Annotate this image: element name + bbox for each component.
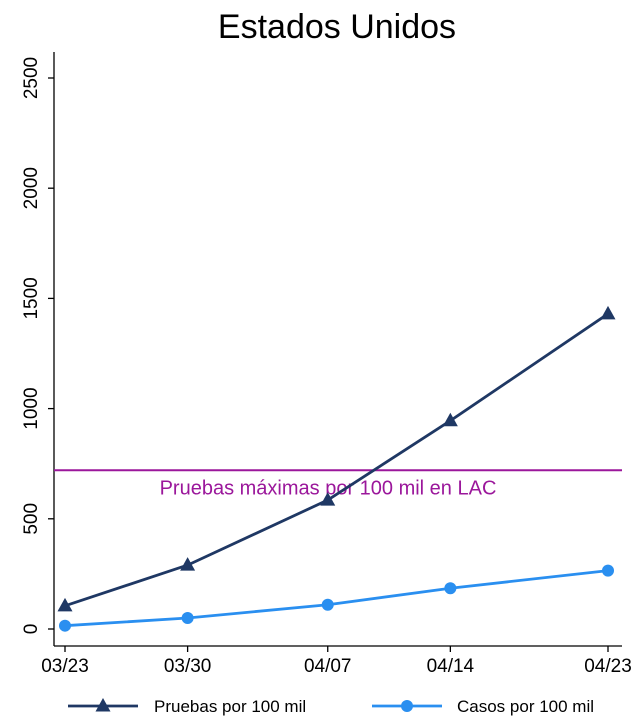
data-point [602, 564, 614, 577]
x-tick-label: 03/30 [164, 656, 212, 677]
series-line-0 [64, 312, 609, 608]
axes: 0 500 1000 1500 2000 2500 03/23 03/30 04/07 04/14… [21, 52, 632, 677]
legend-marker [401, 700, 413, 712]
x-tick-label: 04/23 [584, 656, 632, 677]
legend-marker [95, 698, 111, 712]
x-tick-label: 04/07 [304, 656, 352, 677]
y-tick-label: 0 [21, 624, 42, 635]
data-point [321, 598, 334, 611]
data-point [59, 619, 71, 632]
legend: Pruebas por 100 mil Casos por 100 mil [68, 697, 594, 716]
data-point [320, 492, 336, 506]
reference-line-label: Pruebas máximas por 100 mil en LAC [160, 477, 497, 499]
data-point [180, 557, 196, 571]
data-point [181, 611, 194, 624]
reference-line-group: Pruebas máximas por 100 mil en LAC [54, 469, 622, 499]
chart-title: Estados Unidos [218, 8, 456, 46]
data-point [57, 597, 73, 612]
y-tick-label: 500 [21, 503, 42, 535]
data-point [442, 412, 458, 427]
series-group [57, 305, 616, 632]
x-tick-label: 04/14 [427, 656, 475, 677]
y-tick-label: 1500 [21, 277, 42, 319]
legend-label: Pruebas por 100 mil [154, 697, 306, 716]
y-tick-label: 2500 [21, 57, 42, 99]
x-tick-label: 03/23 [41, 656, 89, 677]
y-tick-label: 1000 [21, 387, 42, 429]
y-tick-label: 2000 [21, 167, 42, 209]
data-point [444, 582, 457, 595]
data-point [600, 305, 616, 320]
legend-label: Casos por 100 mil [457, 697, 594, 716]
